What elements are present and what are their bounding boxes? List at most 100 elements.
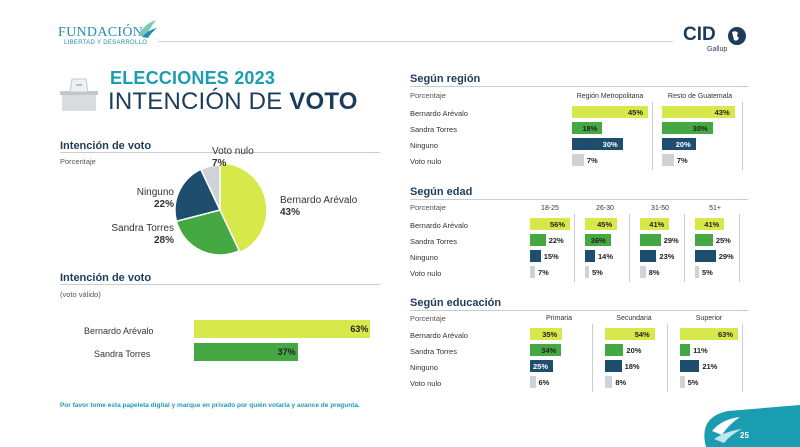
data-bar — [695, 266, 699, 278]
data-bar — [572, 122, 603, 134]
data-bar — [585, 250, 595, 262]
pie-slice-torres — [175, 209, 241, 256]
data-bar — [662, 122, 713, 134]
pie-slice-arevalo — [219, 162, 268, 254]
column-divider — [739, 214, 740, 282]
pie-label-name: Bernardo Arévalo — [280, 195, 358, 206]
bird-icon — [138, 20, 157, 38]
data-value: 54% — [634, 330, 650, 339]
row-label: Ninguno — [410, 141, 438, 150]
valid-vote-bar — [194, 320, 371, 338]
pie-title: Intención de voto — [60, 140, 152, 152]
valid-vote-bars: 63% 37% — [194, 320, 374, 370]
data-bar — [662, 106, 735, 118]
cid-gallup-logo: CID Gallup — [683, 22, 753, 62]
valid-vote-label-arevalo: Bernardo Arévalo — [84, 326, 154, 336]
column-divider — [629, 214, 630, 282]
data-value: 36% — [590, 236, 606, 245]
data-value: 7% — [538, 268, 549, 277]
data-value: 5% — [687, 378, 699, 387]
data-value: 45% — [597, 220, 613, 229]
valid-vote-bar — [194, 343, 298, 361]
data-bar — [680, 328, 738, 340]
region-subtitle: Porcentaje — [410, 91, 446, 100]
footer-note: Por favor tome esta papeleta digital y m… — [60, 402, 360, 409]
valid-vote-label-torres: Sandra Torres — [94, 349, 151, 359]
data-bar — [572, 154, 584, 166]
pie-label-name: Sandra Torres — [111, 223, 174, 234]
age-chart: Bernardo Arévalo Sandra Torres Ninguno Voto… — [410, 202, 750, 287]
pie-label-value: 43% — [280, 207, 301, 218]
column-divider — [667, 324, 668, 392]
pie-label-ninguno: Ninguno 22% — [128, 187, 174, 211]
pie-label-value: 7% — [212, 158, 227, 169]
data-value: 56% — [550, 220, 566, 229]
column-header: Región Metropolitana — [576, 93, 644, 100]
data-bar — [530, 344, 562, 356]
data-bar — [695, 218, 725, 230]
pie-slice-voto-nulo — [199, 164, 221, 211]
cid-logo-text: CID — [683, 24, 716, 45]
data-bar — [695, 250, 716, 262]
valid-vote-value: 37% — [277, 347, 296, 357]
age-title: Según edad — [410, 186, 473, 198]
column-divider — [652, 102, 653, 170]
age-subtitle: Porcentaje — [410, 203, 446, 212]
data-bar — [530, 218, 570, 230]
data-value: 30% — [692, 124, 708, 133]
column-divider — [684, 214, 685, 282]
data-value: 25% — [533, 362, 549, 371]
fundacion-logo-title: FUNDACIÓN — [58, 25, 144, 40]
column-divider — [742, 324, 743, 392]
column-header: Primaria — [545, 315, 573, 322]
pie-label-voto-nulo: Voto nulo 7% — [212, 146, 254, 170]
row-label: Voto nulo — [410, 379, 442, 388]
pie-slice-ninguno — [174, 168, 222, 223]
data-bar — [585, 218, 618, 230]
pie-chart — [174, 162, 268, 256]
data-bar — [605, 328, 655, 340]
column-divider — [592, 324, 593, 392]
data-value: 45% — [628, 108, 644, 117]
data-bar — [530, 328, 563, 340]
data-bar — [530, 376, 536, 388]
data-value: 41% — [704, 220, 720, 229]
data-value: 20% — [626, 346, 642, 355]
column-header: Superior — [695, 315, 723, 322]
ballot-box-icon — [60, 78, 98, 111]
row-label: Voto nulo — [410, 157, 442, 166]
header-divider — [158, 41, 673, 42]
data-value: 25% — [715, 236, 731, 245]
data-bar — [530, 250, 541, 262]
row-label: Sandra Torres — [410, 237, 457, 246]
data-bar — [572, 106, 648, 118]
data-value: 5% — [592, 268, 603, 277]
page-subtitle: INTENCIÓN DE VOTO — [108, 88, 358, 116]
row-label: Ninguno — [410, 363, 438, 372]
data-value: 18% — [624, 362, 640, 371]
pie-label-name: Ninguno — [136, 187, 174, 198]
data-bar — [585, 266, 589, 278]
column-divider — [574, 214, 575, 282]
pie-label-value: 22% — [153, 199, 174, 210]
data-value: 6% — [538, 378, 550, 387]
row-label: Bernardo Arévalo — [410, 331, 468, 340]
data-value: 41% — [649, 220, 665, 229]
data-bar — [640, 266, 646, 278]
data-bar — [662, 138, 696, 150]
column-header: Secundaria — [616, 315, 652, 322]
valid-vote-value: 63% — [350, 324, 369, 334]
pie-title-rule — [60, 152, 380, 153]
data-bar — [640, 250, 657, 262]
data-value: 35% — [542, 330, 558, 339]
pie-label-value: 28% — [153, 235, 174, 246]
data-value: 20% — [675, 140, 691, 149]
pie-subtitle: Porcentaje — [60, 157, 96, 166]
row-label: Sandra Torres — [410, 125, 457, 134]
valid-vote-title: Intención de voto — [60, 272, 152, 284]
row-label: Bernardo Arévalo — [410, 221, 468, 230]
data-value: 15% — [543, 252, 559, 261]
data-bar — [572, 138, 623, 150]
row-label: Sandra Torres — [410, 347, 457, 356]
column-header: 18-25 — [541, 205, 559, 212]
